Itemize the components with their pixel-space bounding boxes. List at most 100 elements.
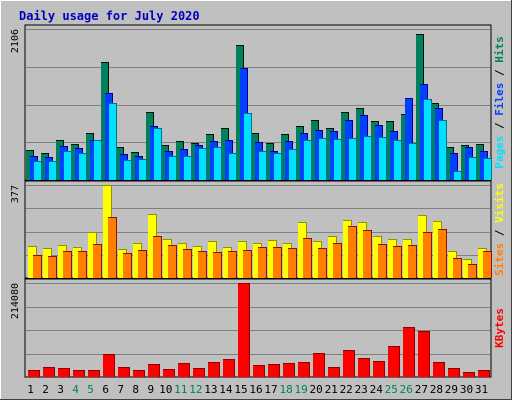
bar-fill <box>139 159 147 180</box>
bar-fill <box>454 171 462 180</box>
bar-fill <box>403 327 415 377</box>
bar-sites <box>138 250 147 278</box>
bar-fill <box>268 240 277 278</box>
bar-sites <box>243 250 252 278</box>
legend-separator: / <box>493 63 506 83</box>
bar-kbytes <box>403 327 415 377</box>
bar-fill <box>33 255 42 278</box>
bar-fill <box>393 246 402 278</box>
bar-pages <box>199 148 207 180</box>
bar-sites <box>408 245 417 278</box>
bar-fill <box>193 246 202 278</box>
bar-fill <box>118 367 130 377</box>
bar-sites <box>348 226 357 278</box>
bar-kbytes <box>103 354 115 377</box>
bar-fill <box>168 245 177 278</box>
x-tick-label: 31 <box>475 383 488 396</box>
bar-fill <box>184 156 192 180</box>
bar-pages <box>439 120 447 180</box>
bar-fill <box>358 358 370 377</box>
bar-sites <box>303 238 312 278</box>
bar-fill <box>138 250 147 278</box>
series-legend: Sites / Visits <box>493 183 506 276</box>
bar-pages <box>214 147 222 180</box>
x-tick-label: 4 <box>72 383 79 396</box>
bar-pages <box>424 99 432 180</box>
bar-fill <box>304 140 312 180</box>
bar-fill <box>423 232 432 278</box>
x-tick-label: 5 <box>87 383 94 396</box>
bar-fill <box>78 251 87 278</box>
bar-sites <box>213 252 222 278</box>
bar-fill <box>328 367 340 377</box>
bar-fill <box>118 249 127 278</box>
bar-fill <box>243 250 252 278</box>
bar-sites <box>468 264 477 278</box>
bar-fill <box>169 156 177 180</box>
x-tick-label: 13 <box>204 383 217 396</box>
bar-fill <box>289 149 297 180</box>
bar-fill <box>88 370 100 377</box>
bar-fill <box>469 157 477 180</box>
bar-kbytes <box>133 370 145 377</box>
bar-fill <box>333 243 342 278</box>
legend-hits: Hits <box>493 36 506 63</box>
bar-fill <box>198 251 207 278</box>
bar-fill <box>253 365 265 377</box>
bar-fill <box>163 369 175 377</box>
bar-fill <box>178 363 190 377</box>
x-tick-label: 6 <box>102 383 109 396</box>
bar-kbytes <box>253 365 265 377</box>
x-tick-label: 29 <box>445 383 458 396</box>
bar-fill <box>433 221 442 278</box>
bar-kbytes <box>88 370 100 377</box>
x-tick-label: 15 <box>234 383 247 396</box>
x-tick-label: 8 <box>132 383 139 396</box>
bar-fill <box>223 359 235 377</box>
bar-fill <box>88 232 97 278</box>
x-tick-label: 24 <box>370 383 384 396</box>
bar-fill <box>363 230 372 278</box>
bar-kbytes <box>478 370 490 377</box>
bar-fill <box>133 243 142 278</box>
bar-fill <box>388 346 400 377</box>
bar-fill <box>403 239 412 278</box>
bar-sites <box>258 247 267 278</box>
bar-fill <box>438 229 447 278</box>
bar-fill <box>288 248 297 278</box>
x-tick-label: 26 <box>400 383 413 396</box>
bar-fill <box>49 161 57 180</box>
bar-kbytes <box>73 370 85 377</box>
bar-kbytes <box>343 350 355 377</box>
bar-kbytes <box>463 372 475 377</box>
bar-fill <box>373 361 385 377</box>
bar-fill <box>28 370 40 377</box>
chart-title: Daily usage for July 2020 <box>19 9 200 23</box>
bar-kbytes <box>43 367 55 377</box>
bar-fill <box>238 241 247 278</box>
bar-fill <box>463 259 472 278</box>
bar-fill <box>313 241 322 278</box>
bar-sites <box>318 248 327 278</box>
bar-fill <box>283 243 292 278</box>
bar-fill <box>228 251 237 278</box>
x-tick-label: 18 <box>279 383 292 396</box>
bar-pages <box>259 151 267 180</box>
bar-fill <box>133 370 145 377</box>
legend-sites: Sites <box>493 243 506 276</box>
bar-fill <box>334 139 342 180</box>
bar-pages <box>124 160 132 180</box>
bar-fill <box>223 247 232 278</box>
bar-fill <box>418 331 430 377</box>
bar-fill <box>378 244 387 278</box>
y-max-label: 377 <box>10 185 21 203</box>
bar-sites <box>63 251 72 278</box>
bar-fill <box>214 147 222 180</box>
bar-kbytes <box>373 361 385 377</box>
bar-sites <box>33 255 42 278</box>
bar-fill <box>208 241 217 278</box>
panel-sites-visits: 377 Sites / Visits <box>10 180 506 279</box>
bar-kbytes <box>58 368 70 377</box>
bar-sites <box>168 245 177 278</box>
bar-fill <box>58 245 67 278</box>
